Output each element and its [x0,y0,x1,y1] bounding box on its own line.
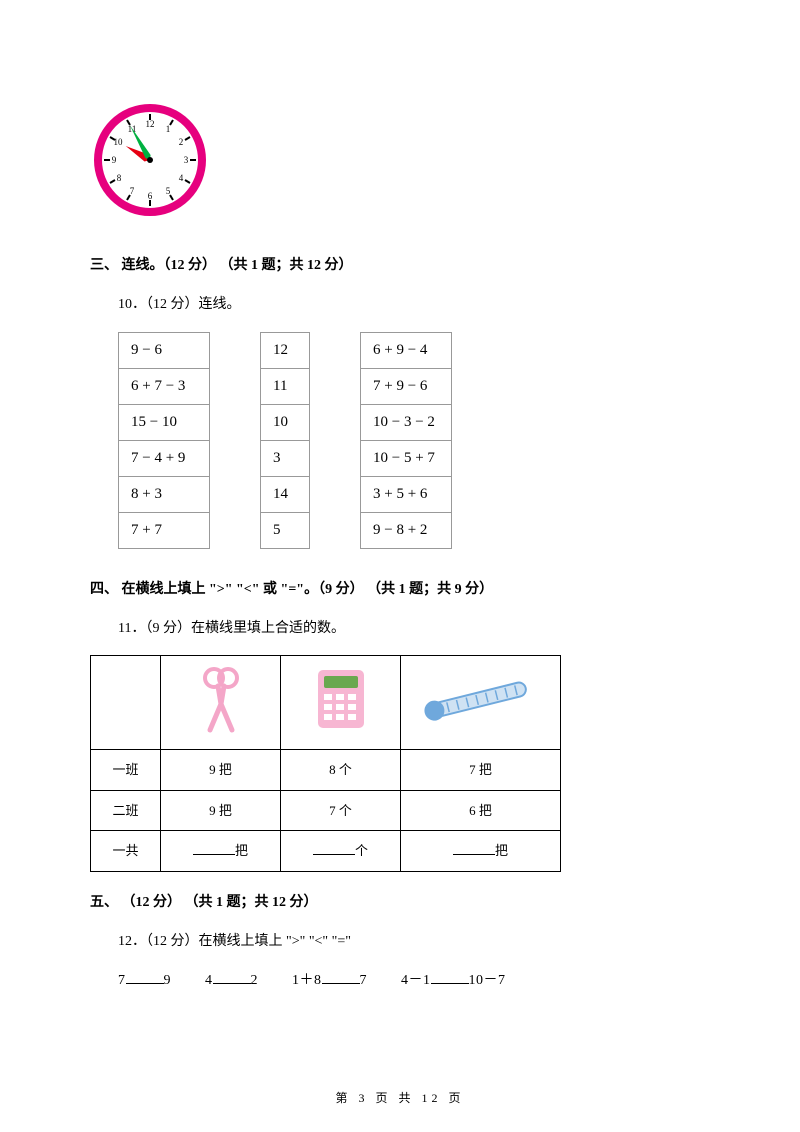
table-cell: 6 把 [401,790,561,830]
match-col-left: 9 − 6 6 + 7 − 3 15 − 10 7 − 4 + 9 8 + 3 … [118,332,210,549]
match-cell: 6 + 9 − 4 [361,333,451,369]
unit-label: 个 [355,843,368,858]
table-cell: 7 把 [401,750,561,790]
unit-label: 把 [235,843,248,858]
q12-label: 12．（12 分）在横线上填上 ">" "<" "=" [118,929,710,954]
clock-svg: 1212 345 678 91011 [90,100,210,220]
svg-text:12: 12 [146,119,155,129]
row-label: 一班 [91,750,161,790]
table-header-blank [91,655,161,749]
table-cell: 9 把 [161,790,281,830]
match-cell: 12 [261,333,309,369]
q12-expressions: 79 42 1＋87 4－110－7 [118,968,710,993]
match-cell: 8 + 3 [119,477,209,513]
calculator-icon [281,655,401,749]
clock-figure: 1212 345 678 91011 [90,100,710,229]
match-cell: 10 − 5 + 7 [361,441,451,477]
q11-label: 11．（9 分）在横线里填上合适的数。 [118,616,710,641]
unit-label: 把 [495,843,508,858]
table-cell-blank: 把 [401,831,561,871]
lhs: 1＋8 [292,973,322,988]
table-cell-blank: 个 [281,831,401,871]
match-cell: 7 + 7 [119,513,209,548]
q11-table: 一班 9 把 8 个 7 把 二班 9 把 7 个 6 把 一共 把 个 把 [90,655,561,872]
page-footer: 第 3 页 共 12 页 [0,1089,800,1106]
rhs: 9 [164,973,172,988]
match-cell: 3 + 5 + 6 [361,477,451,513]
q10-matching-columns: 9 − 6 6 + 7 − 3 15 − 10 7 − 4 + 9 8 + 3 … [118,332,710,549]
match-col-middle: 12 11 10 3 14 5 [260,332,310,549]
svg-text:8: 8 [117,173,122,183]
match-cell: 15 − 10 [119,405,209,441]
match-cell: 10 − 3 − 2 [361,405,451,441]
section-5-title: 五、 （12 分） （共 1 题；共 12 分） [90,890,710,915]
lhs: 4 [205,973,213,988]
svg-text:6: 6 [148,191,153,201]
match-cell: 10 [261,405,309,441]
table-row: 二班 9 把 7 个 6 把 [91,790,561,830]
svg-text:7: 7 [130,186,135,196]
table-row: 一共 把 个 把 [91,831,561,871]
row-label: 一共 [91,831,161,871]
match-cell: 14 [261,477,309,513]
section-3-title: 三、 连线。（12 分） （共 1 题；共 12 分） [90,253,710,278]
table-row: 一班 9 把 8 个 7 把 [91,750,561,790]
q10-label: 10．（12 分）连线。 [118,292,710,317]
match-cell: 6 + 7 − 3 [119,369,209,405]
table-cell-blank: 把 [161,831,281,871]
rhs: 7 [360,973,368,988]
match-cell: 7 − 4 + 9 [119,441,209,477]
section-4-title: 四、 在横线上填上 ">" "<" 或 "="。（9 分） （共 1 题；共 9… [90,577,710,602]
svg-text:4: 4 [179,173,184,183]
row-label: 二班 [91,790,161,830]
match-cell: 9 − 8 + 2 [361,513,451,548]
table-cell: 9 把 [161,750,281,790]
compare-group: 79 [118,968,171,993]
rhs: 2 [251,973,259,988]
table-cell: 8 个 [281,750,401,790]
compare-group: 42 [205,968,258,993]
ruler-icon [401,655,561,749]
lhs: 7 [118,973,126,988]
svg-text:10: 10 [114,137,124,147]
match-col-right: 6 + 9 − 4 7 + 9 − 6 10 − 3 − 2 10 − 5 + … [360,332,452,549]
lhs: 4－1 [401,973,431,988]
compare-group: 1＋8 7 [292,968,367,993]
svg-text:3: 3 [184,155,189,165]
match-cell: 7 + 9 − 6 [361,369,451,405]
scissors-icon [161,655,281,749]
match-cell: 11 [261,369,309,405]
match-cell: 5 [261,513,309,548]
compare-group: 4－1 10－7 [401,968,506,993]
table-cell: 7 个 [281,790,401,830]
svg-text:1: 1 [166,124,171,134]
svg-text:9: 9 [112,155,117,165]
svg-text:2: 2 [179,137,184,147]
rhs: 10－7 [469,973,506,988]
match-cell: 9 − 6 [119,333,209,369]
match-cell: 3 [261,441,309,477]
svg-text:5: 5 [166,186,171,196]
